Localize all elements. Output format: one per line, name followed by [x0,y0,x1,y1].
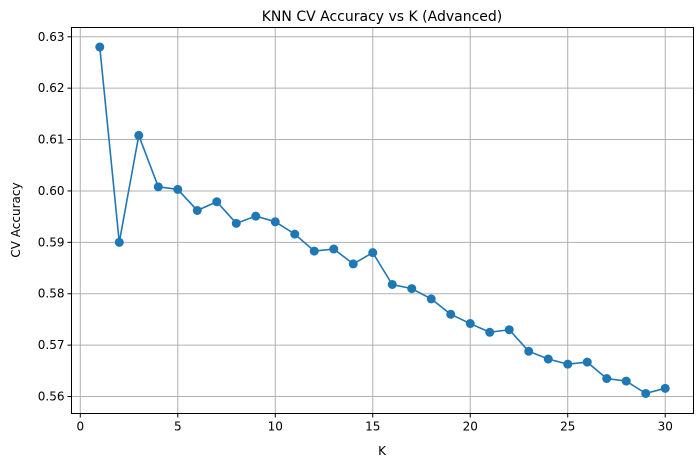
data-point [387,279,397,289]
y-tick-label: 0.59 [38,235,65,249]
data-point [251,211,261,221]
data-point [602,374,612,384]
y-tick-label: 0.58 [38,287,65,301]
x-tick-label: 0 [76,420,84,434]
x-tick-label: 25 [560,420,575,434]
y-axis-label: CV Accuracy [9,182,23,257]
data-point [563,359,573,369]
data-point [485,327,495,337]
x-tick-label: 15 [365,420,380,434]
y-tick-label: 0.63 [38,30,65,44]
data-point [212,197,222,207]
data-point [290,229,300,239]
x-tick-label: 30 [658,420,673,434]
grid-lines [71,27,694,414]
data-point [329,244,339,254]
x-tick-label: 5 [174,420,182,434]
data-point [465,319,475,329]
x-tick-label: 10 [268,420,283,434]
series-line [98,46,666,395]
data-point [543,354,553,364]
series-layer [95,42,670,398]
y-tick-label: 0.57 [38,338,65,352]
data-point [524,346,534,356]
data-point [621,376,631,386]
data-point [641,388,651,398]
data-point [95,42,105,52]
y-tick-label: 0.62 [38,81,65,95]
data-point [348,259,358,269]
data-point [504,325,514,335]
data-point [114,237,124,247]
y-tick-label: 0.61 [38,133,65,147]
x-axis-ticks: 0 5 10 15 20 25 30 [76,413,673,434]
data-point [270,217,280,227]
data-point [153,182,163,192]
data-point [368,248,378,258]
data-point [173,184,183,194]
data-point [426,294,436,304]
data-point [134,130,144,140]
plot-frame [71,27,694,414]
data-point [231,218,241,228]
data-point [309,246,319,256]
y-tick-label: 0.56 [38,390,65,404]
y-tick-label: 0.60 [38,184,65,198]
chart-title: KNN CV Accuracy vs K (Advanced) [262,9,502,25]
y-axis-ticks: 0.56 0.57 0.58 0.59 0.60 0.61 0.62 0.63 [38,30,72,404]
x-axis-label: K [378,444,387,458]
data-point [582,357,592,367]
data-point [192,205,202,215]
data-point [446,309,456,319]
x-tick-label: 20 [463,420,478,434]
data-point [407,284,417,294]
data-point [660,383,670,393]
